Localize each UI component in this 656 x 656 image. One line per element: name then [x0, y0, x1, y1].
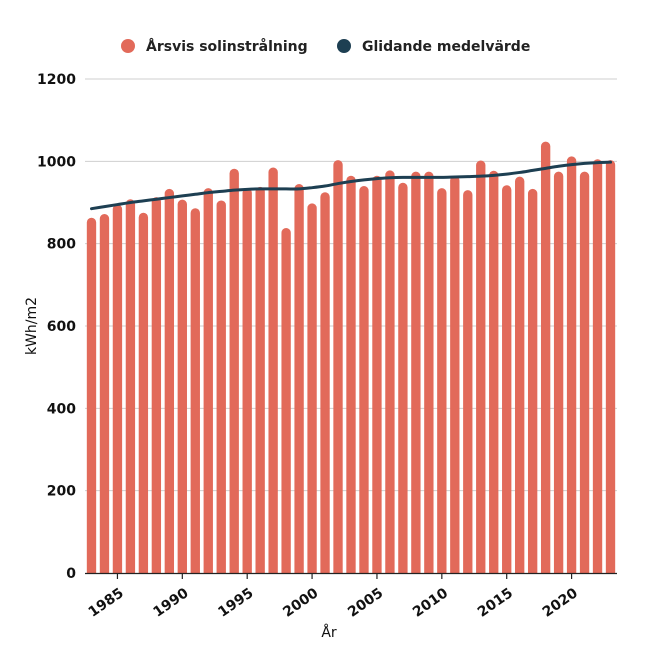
bar-1983[interactable]	[86, 217, 97, 573]
y-tick-label-1200: 1200	[37, 72, 76, 88]
moving-average-series	[89, 160, 613, 211]
bar-2004[interactable]	[359, 186, 369, 573]
x-tick-label-1990: 1990	[151, 585, 192, 621]
bar-2021[interactable]	[579, 171, 590, 574]
bar-2000[interactable]	[307, 203, 317, 573]
bar-2009[interactable]	[424, 171, 434, 573]
bar-2014[interactable]	[489, 170, 499, 573]
bar-1986[interactable]	[125, 199, 136, 573]
x-tick-label-1995: 1995	[215, 585, 256, 620]
legend-label-bars: Årsvis solinstrålning	[146, 38, 308, 55]
bar-1993[interactable]	[216, 200, 226, 574]
x-tick-label-2020: 2020	[540, 585, 581, 621]
x-tick-label-1985: 1985	[86, 585, 127, 620]
legend-item-bars[interactable]: Årsvis solinstrålning	[121, 38, 308, 55]
legend-marker-bars	[121, 39, 135, 53]
bar-2020[interactable]	[566, 156, 577, 574]
bar-1999[interactable]	[294, 183, 304, 573]
bar-2015[interactable]	[502, 185, 512, 573]
y-axis-ticks: 0 200 400 600 800 1000 1200	[37, 72, 76, 582]
bar-2016[interactable]	[515, 176, 525, 574]
bar-2017[interactable]	[527, 188, 538, 573]
y-tick-label-200: 200	[47, 484, 76, 500]
bar-1994[interactable]	[229, 168, 239, 573]
bar-1991[interactable]	[190, 208, 200, 573]
x-tick-label-2005: 2005	[345, 585, 386, 620]
x-tick-label-2000: 2000	[280, 585, 321, 621]
bar-2003[interactable]	[346, 175, 356, 573]
legend-marker-line	[337, 39, 351, 53]
bar-2019[interactable]	[553, 171, 564, 573]
bar-1984[interactable]	[99, 214, 110, 573]
bar-1985[interactable]	[112, 204, 123, 573]
legend-label-line: Glidande medelvärde	[362, 39, 530, 55]
bar-2018[interactable]	[540, 141, 551, 573]
bar-1987[interactable]	[138, 212, 149, 573]
bar-1990[interactable]	[177, 199, 187, 573]
bar-2006[interactable]	[385, 170, 395, 573]
bar-1992[interactable]	[203, 188, 213, 573]
y-tick-label-1000: 1000	[37, 154, 76, 170]
bar-1989[interactable]	[164, 188, 175, 573]
y-axis-title: kWh/m2	[24, 297, 40, 355]
bar-2010[interactable]	[437, 188, 447, 573]
bar-2002[interactable]	[333, 160, 343, 573]
bar-2008[interactable]	[411, 171, 421, 573]
legend: Årsvis solinstrålning Glidande medelvärd…	[121, 38, 530, 55]
y-tick-label-0: 0	[66, 566, 76, 582]
bar-2022[interactable]	[592, 159, 603, 573]
bar-series	[86, 141, 616, 574]
y-tick-label-800: 800	[47, 237, 76, 253]
bar-1996[interactable]	[255, 186, 265, 573]
bar-1997[interactable]	[268, 167, 278, 573]
moving-average-line[interactable]	[89, 160, 613, 211]
bar-2013[interactable]	[476, 160, 486, 573]
bar-2005[interactable]	[372, 175, 382, 574]
bar-2007[interactable]	[398, 182, 408, 574]
x-axis-title: År	[321, 624, 337, 641]
bar-2023[interactable]	[605, 160, 616, 573]
y-tick-label-600: 600	[47, 319, 76, 335]
bar-1988[interactable]	[151, 197, 162, 573]
x-axis-ticks: 1985 1990 1995 2000 2005 2010 2015 2020	[86, 573, 581, 621]
bar-1998[interactable]	[281, 228, 291, 573]
y-tick-label-400: 400	[47, 401, 76, 417]
bar-2001[interactable]	[320, 192, 330, 573]
bar-2011[interactable]	[450, 175, 460, 574]
legend-item-line[interactable]: Glidande medelvärde	[337, 39, 530, 55]
x-tick-label-2010: 2010	[410, 585, 451, 621]
bar-2012[interactable]	[463, 190, 473, 573]
x-tick-label-2015: 2015	[475, 585, 516, 620]
bar-1995[interactable]	[242, 188, 252, 573]
